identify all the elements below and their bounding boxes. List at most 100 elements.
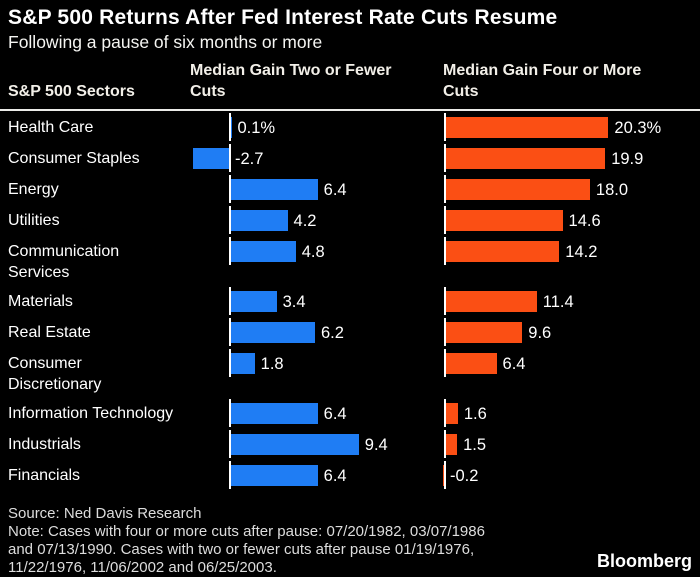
orange-bar (445, 403, 458, 424)
sector-row: Materials 3.4 11.4 (0, 287, 700, 318)
sector-label: Energy (8, 181, 59, 198)
chart-rows: Health Care 0.1% 20.3% Consumer Staples … (0, 113, 700, 492)
blue-bar (230, 465, 318, 486)
sector-label: Industrials (8, 436, 81, 453)
sector-label: Utilities (8, 212, 60, 229)
sector-row: Industrials 9.4 1.5 (0, 430, 700, 461)
orange-bar-value: 1.6 (463, 405, 487, 423)
orange-bar-value: 14.6 (568, 212, 601, 230)
blue-bar-value: 1.8 (260, 355, 284, 373)
blue-axis-tick (229, 287, 231, 315)
sector-row: Real Estate 6.2 9.6 (0, 318, 700, 349)
blue-bar-value: 6.4 (323, 405, 347, 423)
blue-bar (193, 148, 230, 169)
orange-axis-tick (444, 349, 446, 377)
blue-axis-tick (229, 175, 231, 203)
blue-axis-tick (229, 349, 231, 377)
blue-bar (230, 210, 288, 231)
blue-axis-tick (229, 461, 231, 489)
blue-bar (230, 403, 318, 424)
blue-bar (230, 291, 277, 312)
blue-bar (230, 322, 315, 343)
orange-bar-value: 19.9 (611, 150, 644, 168)
orange-axis-tick (444, 206, 446, 234)
orange-bar (445, 434, 458, 455)
orange-axis-tick (444, 430, 446, 458)
sector-row: Utilities 4.2 14.6 (0, 206, 700, 237)
column-header-four-line1: Median Gain Four or More (443, 62, 642, 79)
blue-bar-value: 6.2 (320, 324, 344, 342)
blue-bar-value: 9.4 (364, 436, 388, 454)
blue-axis-tick (229, 237, 231, 265)
orange-axis-tick (444, 399, 446, 427)
sector-row: Communication Services 4.8 14.2 (0, 237, 700, 287)
sector-row: Consumer Discretionary 1.8 6.4 (0, 349, 700, 399)
blue-bar-value: 4.8 (301, 243, 325, 261)
column-header-two-line2: Cuts (190, 83, 226, 100)
source-line: Source: Ned Davis Research (8, 505, 202, 522)
note-line-1: Note: Cases with four or more cuts after… (8, 523, 485, 540)
blue-bar-value: 3.4 (282, 293, 306, 311)
orange-bar-value: 18.0 (595, 181, 629, 199)
orange-bar (445, 322, 523, 343)
orange-bar-value: 11.4 (542, 293, 574, 311)
orange-bar-value: 1.5 (463, 436, 486, 454)
sector-label: Health Care (8, 119, 94, 136)
bloomberg-logo: Bloomberg (596, 551, 692, 571)
sector-row: Consumer Staples -2.7 19.9 (0, 144, 700, 175)
orange-bar (445, 353, 497, 374)
orange-bar (445, 117, 609, 138)
sector-label: Consumer Discretionary (8, 355, 102, 393)
blue-bar (230, 353, 255, 374)
blue-bar-value: 4.2 (293, 212, 317, 230)
orange-bar (445, 291, 537, 312)
sector-row: Information Technology 6.4 1.6 (0, 399, 700, 430)
orange-bar (445, 179, 590, 200)
blue-axis-tick (229, 113, 231, 141)
chart-title: S&P 500 Returns After Fed Interest Rate … (8, 6, 558, 29)
sector-row: Financials 6.4 -0.2 (0, 461, 700, 492)
blue-axis-tick (229, 144, 231, 172)
blue-axis-tick (229, 318, 231, 346)
blue-bar-value: 0.1% (237, 119, 276, 137)
header-separator-line (0, 109, 700, 111)
sector-label: Materials (8, 293, 73, 310)
orange-axis-tick (444, 318, 446, 346)
orange-axis-tick (444, 175, 446, 203)
sector-row: Health Care 0.1% 20.3% (0, 113, 700, 144)
chart-subtitle: Following a pause of six months or more (8, 32, 323, 52)
orange-bar (445, 210, 563, 231)
sector-label: Communication Services (8, 243, 120, 281)
note-line-2: and 07/13/1990. Cases with two or fewer … (8, 541, 475, 558)
blue-bar-value: 6.4 (323, 467, 347, 485)
orange-axis-tick (444, 113, 446, 141)
blue-bar-value: 6.4 (323, 181, 347, 199)
sector-label: Consumer Staples (8, 150, 140, 167)
sector-label: Information Technology (8, 405, 174, 422)
blue-bar-value: -2.7 (235, 150, 264, 168)
blue-bar (230, 434, 359, 455)
orange-bar (445, 148, 606, 169)
sector-label: Financials (8, 467, 81, 484)
orange-bar-value: 14.2 (565, 243, 598, 261)
column-header-four-or-more-cuts: Median Gain Four or More Cuts (443, 60, 641, 102)
blue-axis-tick (229, 399, 231, 427)
blue-axis-tick (229, 206, 231, 234)
blue-axis-tick (229, 430, 231, 458)
orange-bar-value: 6.4 (502, 355, 526, 373)
orange-axis-tick (444, 461, 446, 489)
orange-axis-tick (444, 144, 446, 172)
column-header-two-or-fewer-cuts: Median Gain Two or Fewer Cuts (190, 60, 392, 102)
sector-label: Real Estate (8, 324, 91, 341)
source-notes: Source: Ned Davis Research Note: Cases w… (8, 505, 485, 577)
orange-bar (445, 241, 560, 262)
orange-bar-value: -0.2 (450, 467, 479, 485)
column-header-four-line2: Cuts (443, 83, 479, 100)
orange-axis-tick (444, 287, 446, 315)
blue-bar (230, 241, 296, 262)
column-header-sectors: S&P 500 Sectors (8, 83, 135, 100)
note-line-3: 11/22/1976, 11/06/2002 and 06/25/2003. (8, 559, 277, 576)
blue-bar (230, 179, 318, 200)
orange-bar-value: 20.3% (614, 119, 662, 137)
